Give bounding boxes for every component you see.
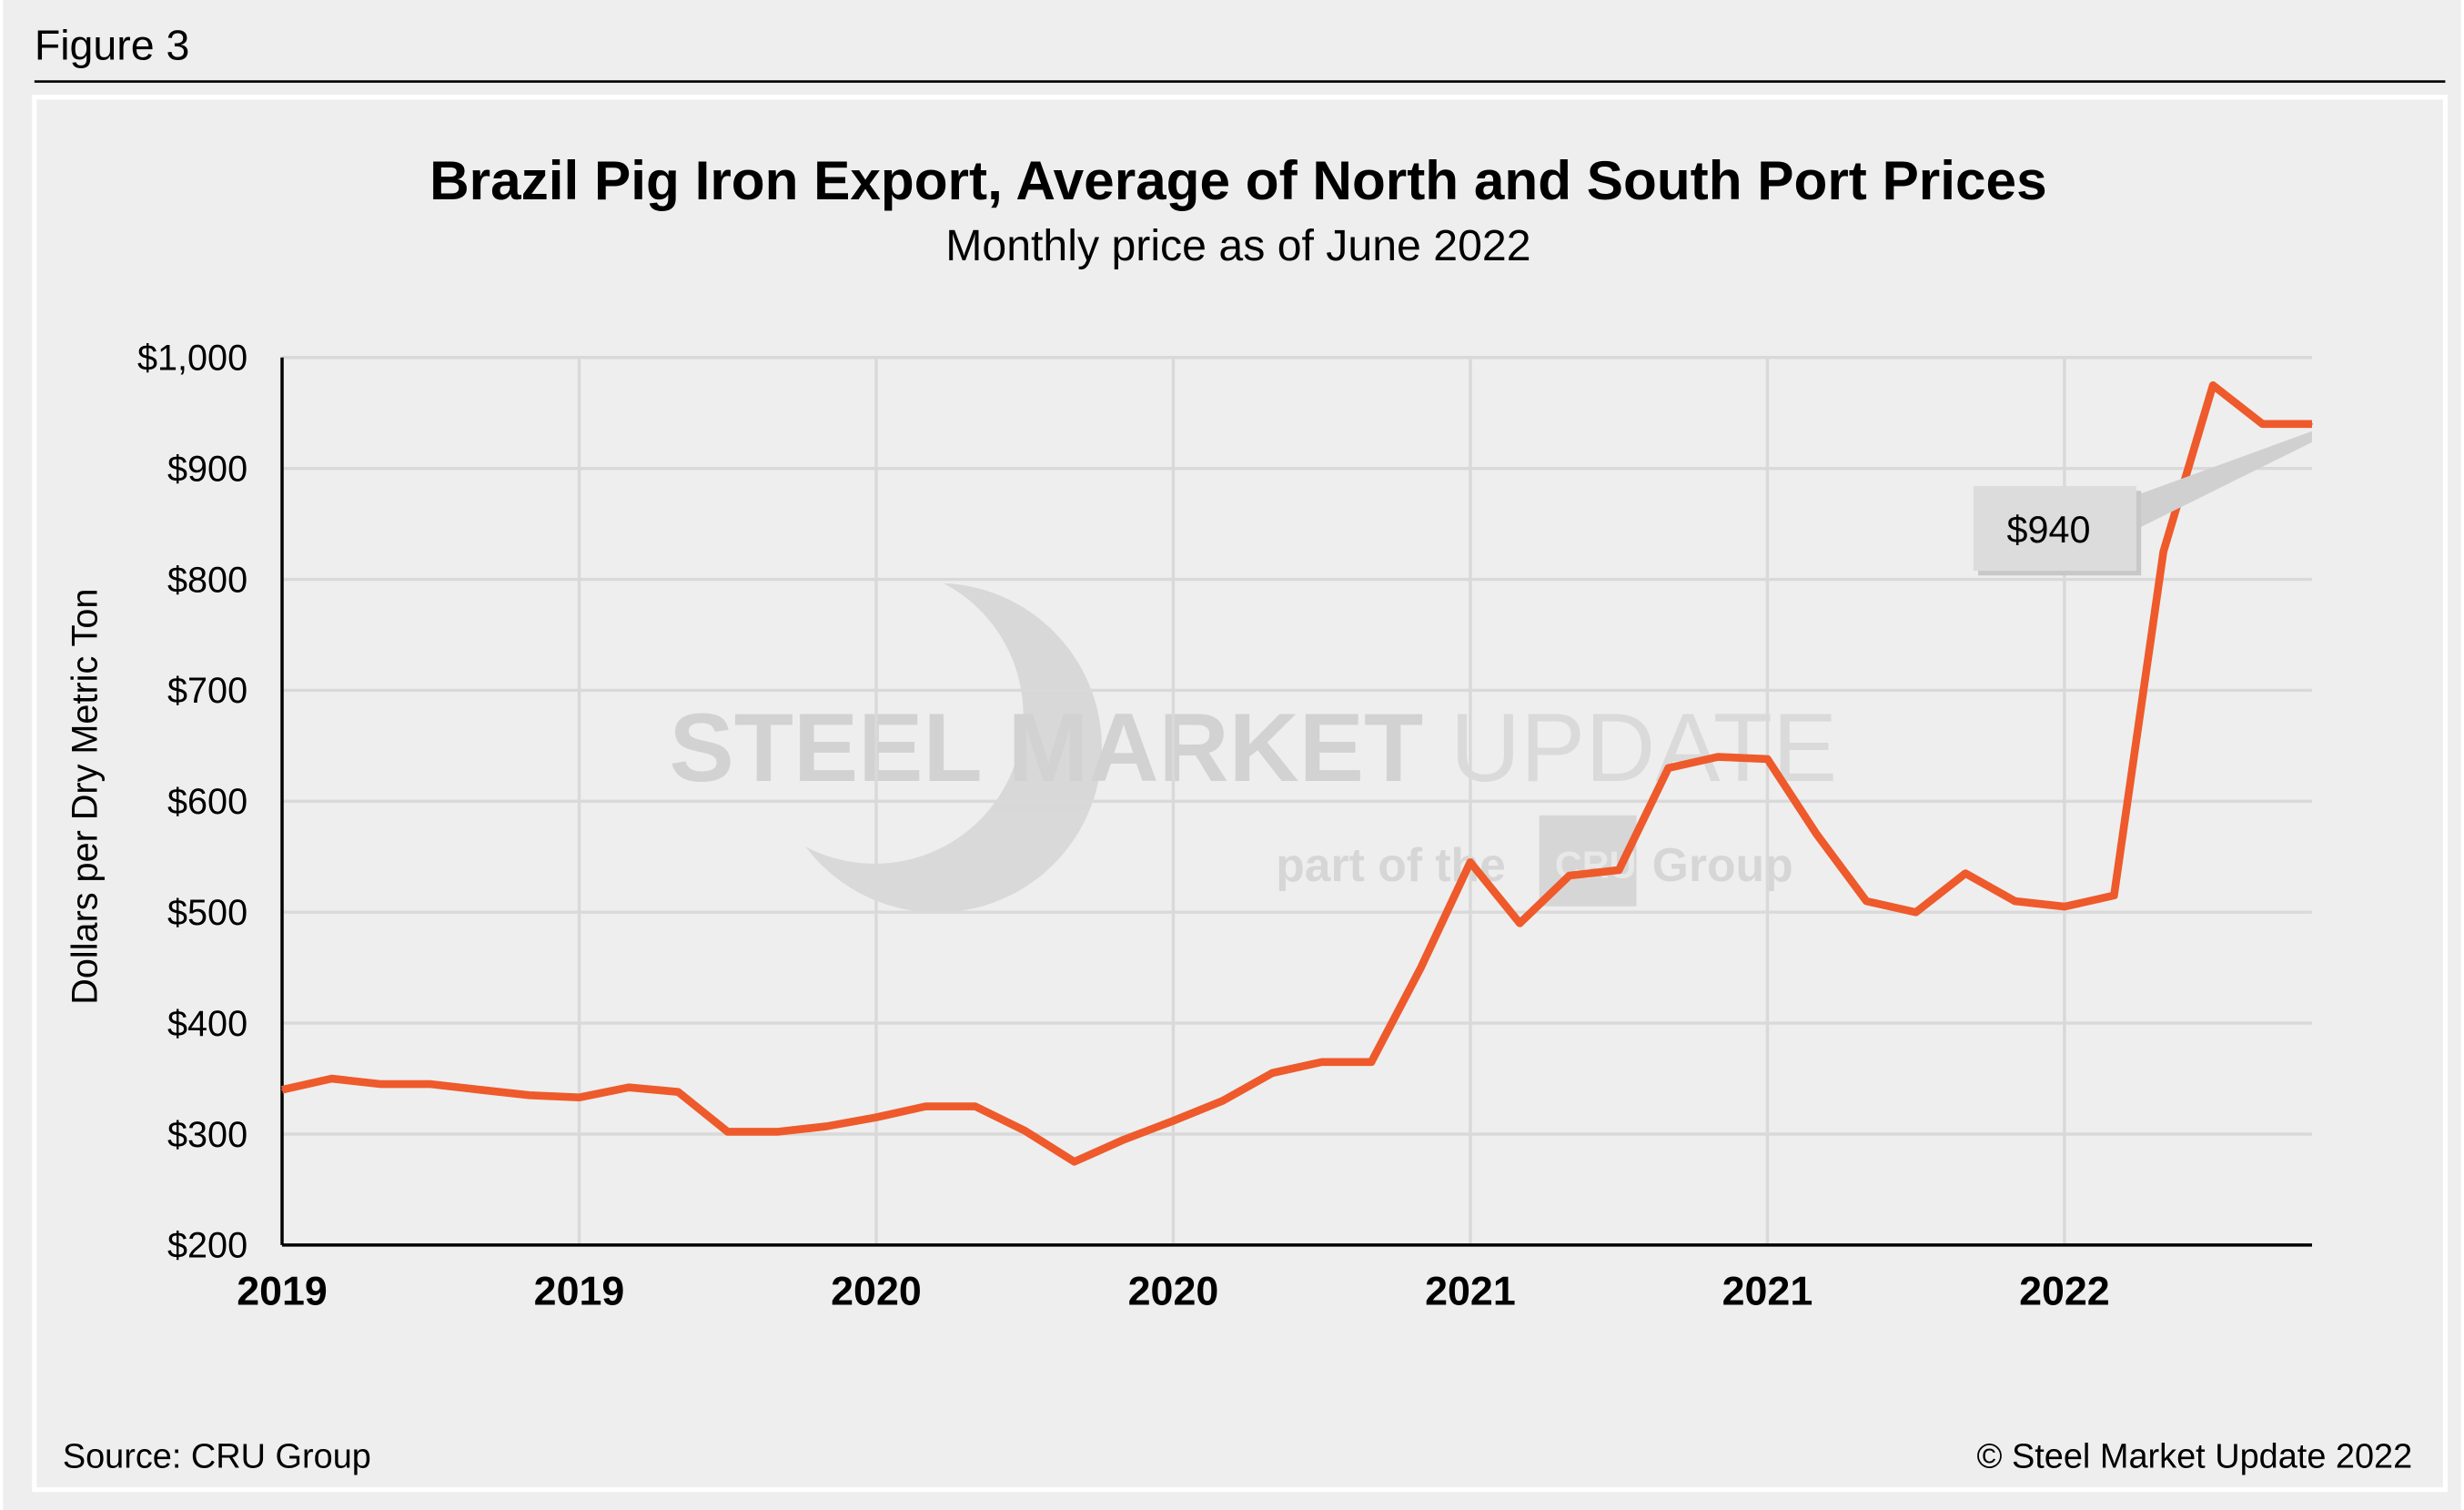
data-point (628, 1086, 630, 1089)
watermark-group: Group (1652, 838, 1793, 891)
y-tick-label: $500 (167, 893, 247, 933)
data-point (379, 1083, 382, 1085)
data-point (2212, 384, 2215, 387)
data-point (1172, 1120, 1175, 1122)
data-point (1568, 875, 1570, 877)
x-tick-label: 2020 (1128, 1268, 1219, 1313)
series-price (281, 380, 2313, 1166)
data-point (529, 1094, 530, 1097)
data-point (1024, 1130, 1026, 1132)
data-point (726, 1130, 729, 1133)
data-point (1073, 1160, 1075, 1163)
data-point (1419, 967, 1422, 969)
y-tick-label: $400 (167, 1004, 247, 1044)
y-tick-label: $300 (167, 1115, 247, 1155)
x-tick-label: 2021 (1425, 1268, 1516, 1313)
callout-box (1973, 486, 2137, 572)
y-axis-label: Dollars per Dry Metric Ton (66, 589, 106, 1005)
data-point (1667, 766, 1670, 769)
data-point (429, 1083, 432, 1085)
watermark: STEEL MARKET UPDATE part of the CRU Grou… (670, 583, 1838, 913)
data-point (330, 1078, 333, 1079)
data-point (2113, 895, 2116, 897)
data-point (2162, 551, 2165, 552)
data-point (281, 1089, 283, 1091)
data-point (1717, 755, 1719, 758)
data-point (1320, 1060, 1323, 1063)
x-tick-labels: 2019 2019 2020 2020 2021 2021 2022 (237, 1268, 2110, 1313)
data-point (974, 1105, 976, 1108)
data-point (1370, 1060, 1372, 1063)
watermark-light: UPDATE (1450, 693, 1837, 802)
x-tick-label: 2020 (831, 1268, 922, 1313)
data-point (875, 1116, 877, 1119)
source-note: Source: CRU Group (63, 1437, 371, 1475)
svg-text:STEEL MARKET UPDATE: STEEL MARKET UPDATE (670, 693, 1838, 802)
y-tick-label: $800 (167, 560, 247, 600)
data-point (1469, 861, 1471, 864)
data-point (2014, 900, 2016, 902)
watermark-swoosh (805, 583, 1102, 913)
data-point (1964, 872, 1966, 875)
data-point (1766, 758, 1769, 760)
callout-pointer (2126, 431, 2312, 531)
copyright-note: © Steel Market Update 2022 (1977, 1437, 2413, 1475)
annotation-callout: $940 (1973, 431, 2312, 576)
x-tick-label: 2019 (237, 1268, 328, 1313)
price-line (281, 380, 2312, 1166)
data-point (1123, 1139, 1125, 1140)
y-tick-label: $700 (167, 671, 247, 711)
watermark-bold: STEEL MARKET (670, 693, 1424, 802)
data-point (924, 1105, 927, 1108)
data-point (2064, 906, 2065, 907)
x-tick-label: 2022 (2019, 1268, 2110, 1313)
y-tick-label: $900 (167, 449, 247, 489)
data-point (1271, 1072, 1274, 1074)
data-point (677, 1090, 680, 1093)
chart-title: Brazil Pig Iron Export, Average of North… (429, 149, 2046, 211)
y-tick-labels: $200 $300 $400 $500 $600 $700 $800 $900 $1,000 (137, 339, 247, 1266)
y-tick-label: $600 (167, 782, 247, 822)
chart-frame (32, 95, 2448, 1493)
data-point (776, 1130, 779, 1133)
chart-subtitle: Monthly price as of June 2022 (945, 221, 1530, 270)
data-point (1618, 869, 1621, 871)
y-tick-label: $1,000 (137, 339, 247, 379)
callout-label: $940 (2007, 509, 2091, 551)
data-point (1865, 900, 1868, 902)
data-point (1815, 834, 1818, 836)
data-point (2261, 423, 2264, 425)
x-tick-label: 2019 (534, 1268, 625, 1313)
data-point (1519, 922, 1521, 925)
data-point (578, 1096, 581, 1099)
data-point (2311, 423, 2313, 425)
data-point (1914, 911, 1917, 914)
figure-label: Figure 3 (35, 21, 190, 68)
y-tick-label: $200 (167, 1226, 247, 1266)
data-point (479, 1089, 481, 1091)
x-tick-label: 2021 (1722, 1268, 1813, 1313)
data-point (1222, 1100, 1224, 1102)
data-point (825, 1125, 828, 1128)
